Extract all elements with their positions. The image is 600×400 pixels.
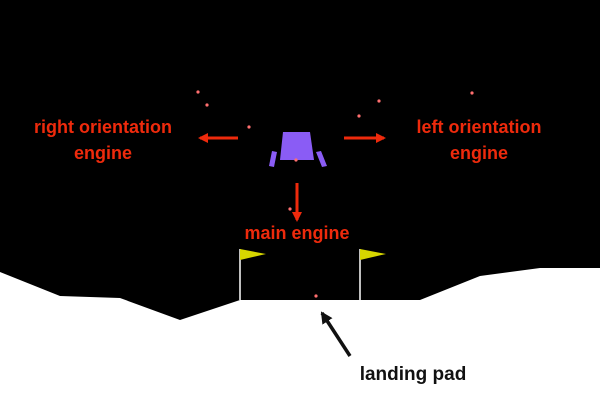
- landing-flag-right: [359, 249, 386, 300]
- arrow-icon: [320, 311, 352, 357]
- exhaust-particle: [377, 99, 381, 103]
- exhaust-particle: [196, 90, 200, 94]
- exhaust-particle: [247, 125, 251, 129]
- label-line: right orientation: [34, 117, 172, 137]
- flag-icon: [360, 249, 386, 260]
- exhaust-particle: [205, 103, 209, 107]
- label-line: main engine: [244, 223, 350, 243]
- label-line: landing pad: [359, 364, 467, 385]
- label-line: engine: [449, 143, 508, 163]
- exhaust-particle: [288, 207, 292, 211]
- right-orientation-engine-label: right orientation engine: [18, 114, 188, 166]
- moon-terrain: [0, 268, 600, 400]
- left-orientation-engine-label: left orientation engine: [394, 114, 564, 166]
- lander-leg-right: [316, 151, 327, 167]
- landing-pad-label: landing pad: [338, 362, 488, 388]
- label-line: left orientation: [416, 117, 542, 137]
- label-line: engine: [73, 143, 132, 163]
- exhaust-particles: [196, 90, 474, 298]
- lander-body: [280, 132, 314, 160]
- exhaust-particle: [470, 91, 474, 95]
- lander-leg-left: [269, 151, 277, 167]
- landing-flag-left: [239, 249, 266, 300]
- exhaust-particle: [314, 294, 318, 298]
- flag-icon: [240, 249, 266, 260]
- exhaust-particle: [294, 158, 298, 162]
- exhaust-particle: [357, 114, 361, 118]
- lunar-lander-icon: [269, 132, 327, 167]
- main-engine-label: main engine: [222, 220, 372, 246]
